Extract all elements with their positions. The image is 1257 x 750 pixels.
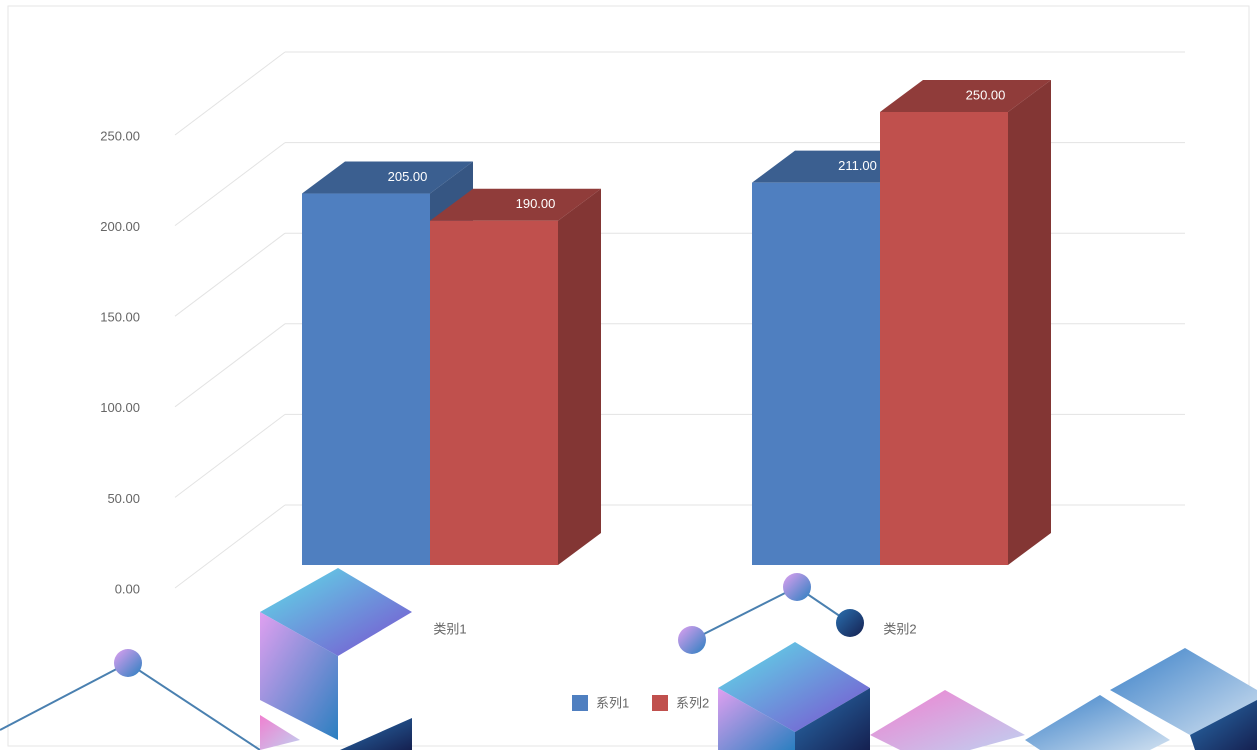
legend-swatch xyxy=(652,695,668,711)
bar xyxy=(430,220,558,565)
grid-line xyxy=(174,142,286,226)
grid-line xyxy=(174,414,286,498)
y-tick-label: 250.00 xyxy=(100,128,140,143)
data-label: 205.00 xyxy=(388,169,428,184)
decoration xyxy=(0,568,1257,750)
bar xyxy=(880,112,1008,565)
legend-label: 系列1 xyxy=(596,695,629,710)
grid-line xyxy=(174,232,286,317)
chart-frame xyxy=(7,5,1250,747)
y-tick-label: 0.00 xyxy=(115,581,140,596)
y-tick-label: 150.00 xyxy=(100,310,140,325)
bar-side xyxy=(1008,80,1051,565)
y-tick-label: 100.00 xyxy=(100,400,140,415)
y-tick-label: 50.00 xyxy=(107,491,140,506)
legend-label: 系列2 xyxy=(676,695,709,710)
bar xyxy=(302,193,430,566)
grid-line xyxy=(174,504,286,589)
x-tick-label: 类别1 xyxy=(433,621,466,636)
bar xyxy=(752,182,880,565)
bar-top xyxy=(302,161,473,194)
y-tick-label: 200.00 xyxy=(100,219,140,234)
bar-side xyxy=(558,188,601,565)
data-label: 250.00 xyxy=(966,87,1006,102)
data-label: 190.00 xyxy=(516,196,556,211)
bar-top xyxy=(430,188,601,221)
grid-line xyxy=(174,323,286,408)
bar-top xyxy=(880,80,1051,112)
x-tick-label: 类别2 xyxy=(883,621,916,636)
grid-line xyxy=(174,51,286,136)
legend-swatch xyxy=(572,695,588,711)
data-label: 211.00 xyxy=(838,158,877,173)
